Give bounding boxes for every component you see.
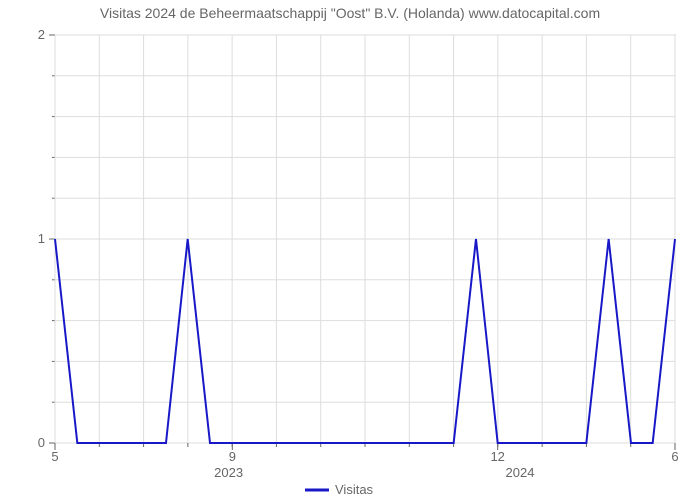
y-tick-label: 1 (38, 231, 45, 246)
x-year-label: 2023 (214, 465, 243, 480)
line-chart: Visitas 2024 de Beheermaatschappij "Oost… (0, 0, 700, 500)
x-year-label: 2024 (506, 465, 535, 480)
y-tick-label: 2 (38, 27, 45, 42)
x-tick-label: 5 (51, 449, 58, 464)
y-tick-label: 0 (38, 435, 45, 450)
chart-container: Visitas 2024 de Beheermaatschappij "Oost… (0, 0, 700, 500)
legend-label: Visitas (335, 482, 374, 497)
x-tick-label: 12 (490, 449, 504, 464)
x-tick-label: 9 (229, 449, 236, 464)
chart-title: Visitas 2024 de Beheermaatschappij "Oost… (100, 5, 600, 21)
x-tick-label: 6 (671, 449, 678, 464)
